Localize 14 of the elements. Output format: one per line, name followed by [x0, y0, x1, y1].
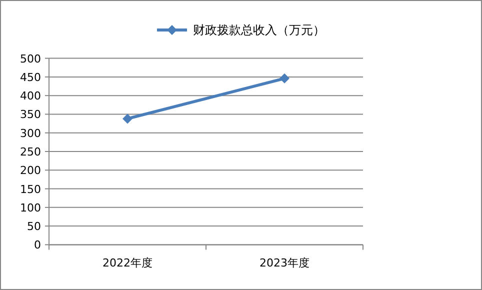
y-tick-label: 100	[20, 201, 41, 214]
y-tick-label: 400	[20, 90, 41, 103]
y-tick-label: 150	[20, 182, 41, 196]
y-tick-label: 200	[20, 164, 41, 178]
y-tick-label: 0	[34, 238, 41, 252]
x-tick-label: 2022年度	[102, 256, 152, 270]
legend-label: 财政拨款总收入（万元）	[193, 23, 325, 37]
y-tick-label: 300	[20, 126, 41, 140]
y-tick-label: 500	[20, 52, 41, 66]
y-tick-label: 450	[20, 70, 41, 84]
y-tick-label: 50	[27, 220, 41, 234]
x-tick-label: 2023年度	[260, 256, 310, 270]
y-tick-label: 250	[20, 146, 41, 158]
y-tick-label: 350	[20, 108, 41, 122]
